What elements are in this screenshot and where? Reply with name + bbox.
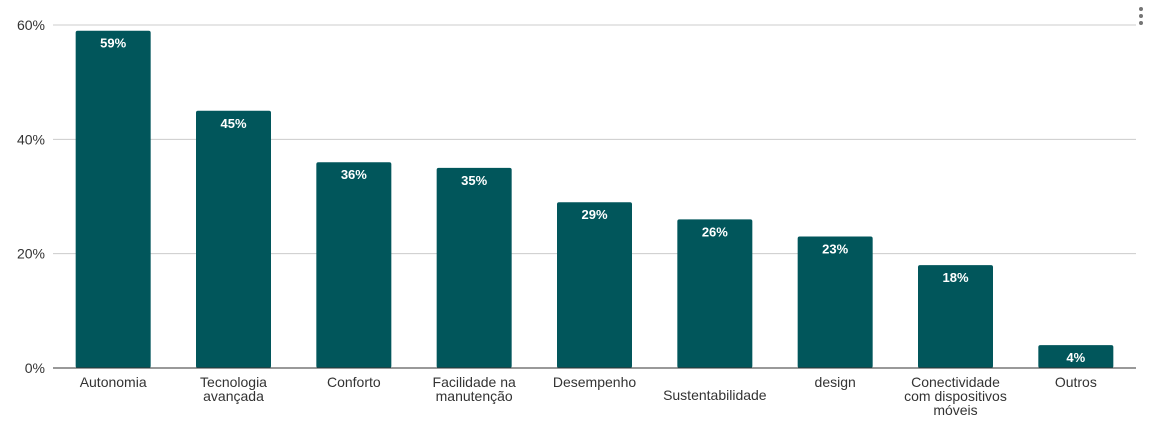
- bar: [75, 30, 151, 368]
- bar: [316, 162, 392, 368]
- menu-dot: [1139, 21, 1143, 25]
- x-tick-label: móveis: [933, 402, 977, 418]
- bar: [1038, 345, 1114, 368]
- x-tick-label: Facilidade na: [433, 374, 516, 390]
- x-tick-label: Sustentabilidade: [663, 387, 767, 403]
- y-tick-label: 0%: [25, 360, 45, 376]
- bar: [436, 167, 512, 368]
- data-label: 26%: [702, 224, 728, 239]
- data-label: 36%: [341, 167, 367, 182]
- x-tick-label: Outros: [1055, 374, 1097, 390]
- x-tick-label: manutenção: [436, 388, 513, 404]
- data-label: 18%: [942, 270, 968, 285]
- x-tick-label: Autonomia: [80, 374, 147, 390]
- data-label: 29%: [581, 207, 607, 222]
- y-tick-label: 20%: [17, 246, 45, 262]
- bar: [918, 265, 993, 368]
- x-tick-label: Conforto: [327, 374, 381, 390]
- x-tick-label: Tecnologia: [200, 374, 267, 390]
- x-tick-label: design: [815, 374, 856, 390]
- data-label: 23%: [822, 242, 848, 257]
- data-label: 45%: [220, 116, 246, 131]
- menu-dot: [1139, 7, 1143, 11]
- x-tick-label: avançada: [203, 388, 264, 404]
- y-tick-label: 60%: [17, 17, 45, 33]
- bar: [797, 236, 873, 368]
- data-label: 59%: [100, 36, 126, 51]
- more-vert-icon[interactable]: [1132, 4, 1150, 28]
- data-label: 4%: [1066, 350, 1085, 365]
- x-tick-label: com dispositivos: [904, 388, 1007, 404]
- y-tick-label: 40%: [17, 131, 45, 147]
- x-tick-label: Desempenho: [553, 374, 636, 390]
- menu-dot: [1139, 14, 1143, 18]
- bar: [677, 219, 753, 368]
- data-label: 35%: [461, 173, 487, 188]
- bar: [196, 110, 271, 368]
- bar: [557, 202, 632, 368]
- x-tick-label: Conectividade: [911, 374, 1000, 390]
